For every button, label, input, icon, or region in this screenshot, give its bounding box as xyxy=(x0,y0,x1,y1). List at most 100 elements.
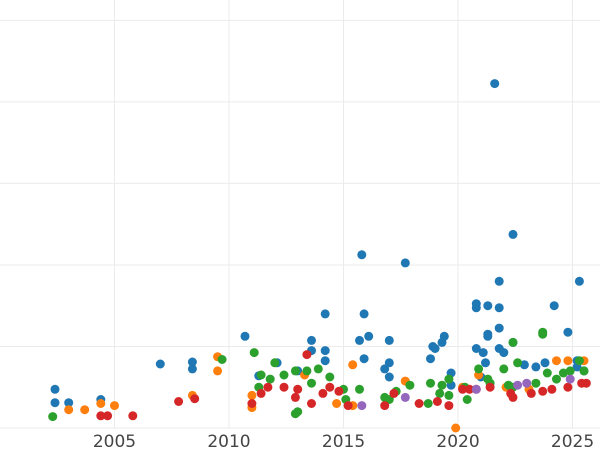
data-point-s0-37 xyxy=(478,348,488,358)
data-point-s3-1 xyxy=(103,411,113,421)
data-point-s3-14 xyxy=(325,382,335,392)
data-point-s0-57 xyxy=(574,276,584,286)
data-point-s0-35 xyxy=(471,344,481,353)
data-point-s0-44 xyxy=(494,303,504,313)
data-point-s3-5 xyxy=(247,399,257,408)
data-point-s3-28 xyxy=(526,388,536,398)
data-point-s1-20 xyxy=(563,356,573,366)
data-point-s0-13 xyxy=(320,346,330,356)
data-point-s1-3 xyxy=(110,401,119,411)
data-point-s0-53 xyxy=(549,301,559,311)
data-point-s3-25 xyxy=(485,382,495,392)
data-point-s0-20 xyxy=(364,331,374,341)
data-point-s2-6 xyxy=(270,358,280,368)
data-point-s0-24 xyxy=(384,372,394,382)
data-point-s3-30 xyxy=(547,384,557,394)
data-point-s3-29 xyxy=(538,386,548,396)
data-point-s0-7 xyxy=(240,331,250,341)
data-point-s2-10 xyxy=(293,407,303,417)
data-point-s1-1 xyxy=(80,405,90,415)
data-point-s2-11 xyxy=(302,366,312,376)
data-point-s0-48 xyxy=(508,229,518,239)
data-point-s1-0 xyxy=(64,405,74,415)
data-point-s3-9 xyxy=(290,392,300,402)
data-point-s3-4 xyxy=(190,394,200,404)
data-point-s0-47 xyxy=(499,348,509,358)
data-point-s0-50 xyxy=(519,360,529,370)
data-point-s1-10 xyxy=(332,399,342,408)
data-point-s3-7 xyxy=(263,382,273,392)
data-point-s2-17 xyxy=(355,384,364,394)
data-point-s3-17 xyxy=(380,401,390,411)
data-point-s4-4 xyxy=(522,378,532,388)
data-point-s4-3 xyxy=(513,380,523,390)
data-point-s0-16 xyxy=(355,335,364,345)
data-point-s2-42 xyxy=(552,374,561,384)
data-point-s2-7 xyxy=(279,370,289,380)
data-point-s3-0 xyxy=(96,411,106,421)
x-axis-tick-labels: 2005 2010 2015 2020 2025 xyxy=(93,432,594,450)
data-point-s0-39 xyxy=(483,301,493,311)
data-point-s2-26 xyxy=(444,374,454,384)
x-tick-label-1: 2010 xyxy=(207,432,250,450)
data-point-s2-44 xyxy=(565,366,575,376)
data-point-s3-31 xyxy=(563,382,573,392)
data-point-s2-23 xyxy=(426,378,435,388)
data-point-s0-34 xyxy=(471,299,481,309)
data-point-s0-21 xyxy=(380,364,390,374)
data-point-s3-27 xyxy=(508,392,518,402)
data-point-s2-21 xyxy=(405,380,415,390)
data-point-s0-23 xyxy=(384,358,394,368)
x-tick-label-0: 2005 xyxy=(93,432,136,450)
data-point-s3-20 xyxy=(432,397,442,406)
data-point-s1-2 xyxy=(96,399,106,408)
data-point-s3-13 xyxy=(318,388,328,398)
data-point-s0-4 xyxy=(155,359,165,369)
grid xyxy=(0,0,600,429)
data-point-s2-37 xyxy=(513,358,523,368)
data-point-s2-27 xyxy=(444,390,454,400)
data-point-s2-9 xyxy=(290,366,300,376)
data-point-s3-10 xyxy=(293,384,303,394)
data-point-s3-21 xyxy=(444,401,454,411)
data-point-s3-3 xyxy=(174,397,184,406)
data-points xyxy=(48,79,591,433)
data-point-s1-8 xyxy=(247,390,257,400)
data-point-s0-25 xyxy=(400,258,410,268)
data-point-s0-2 xyxy=(64,398,74,408)
data-point-s3-12 xyxy=(307,399,316,408)
data-point-s0-28 xyxy=(430,344,440,353)
data-point-s3-33 xyxy=(581,378,591,388)
data-point-s2-36 xyxy=(508,337,518,347)
data-point-s0-41 xyxy=(483,331,493,341)
data-point-s2-12 xyxy=(307,378,316,388)
data-point-s3-2 xyxy=(128,411,138,421)
data-point-s3-15 xyxy=(334,386,344,396)
data-point-s0-43 xyxy=(494,276,504,286)
data-point-s2-40 xyxy=(538,327,548,337)
data-point-s2-29 xyxy=(462,395,472,404)
data-point-s0-45 xyxy=(494,323,504,333)
data-point-s2-2 xyxy=(249,348,259,358)
data-point-s0-42 xyxy=(490,79,500,89)
x-tick-label-2: 2015 xyxy=(322,432,365,450)
data-point-s4-1 xyxy=(400,392,410,402)
data-point-s0-54 xyxy=(563,327,573,337)
data-point-s1-6 xyxy=(213,366,223,376)
data-point-s3-11 xyxy=(302,350,312,360)
data-point-s1-19 xyxy=(552,356,561,366)
data-point-s0-52 xyxy=(540,358,550,368)
data-point-s3-16 xyxy=(343,401,353,411)
data-point-s0-12 xyxy=(307,335,316,345)
data-point-s1-12 xyxy=(348,360,358,370)
data-point-s0-1 xyxy=(50,398,60,408)
data-point-s2-33 xyxy=(499,364,509,374)
data-point-s0-17 xyxy=(357,250,367,260)
data-point-s4-0 xyxy=(357,401,367,411)
data-point-s2-13 xyxy=(313,364,323,374)
data-point-s3-8 xyxy=(279,382,289,392)
data-point-s2-5 xyxy=(265,374,275,384)
data-point-s0-6 xyxy=(187,364,197,374)
data-point-s1-14 xyxy=(451,423,461,433)
data-point-s0-18 xyxy=(359,309,369,319)
